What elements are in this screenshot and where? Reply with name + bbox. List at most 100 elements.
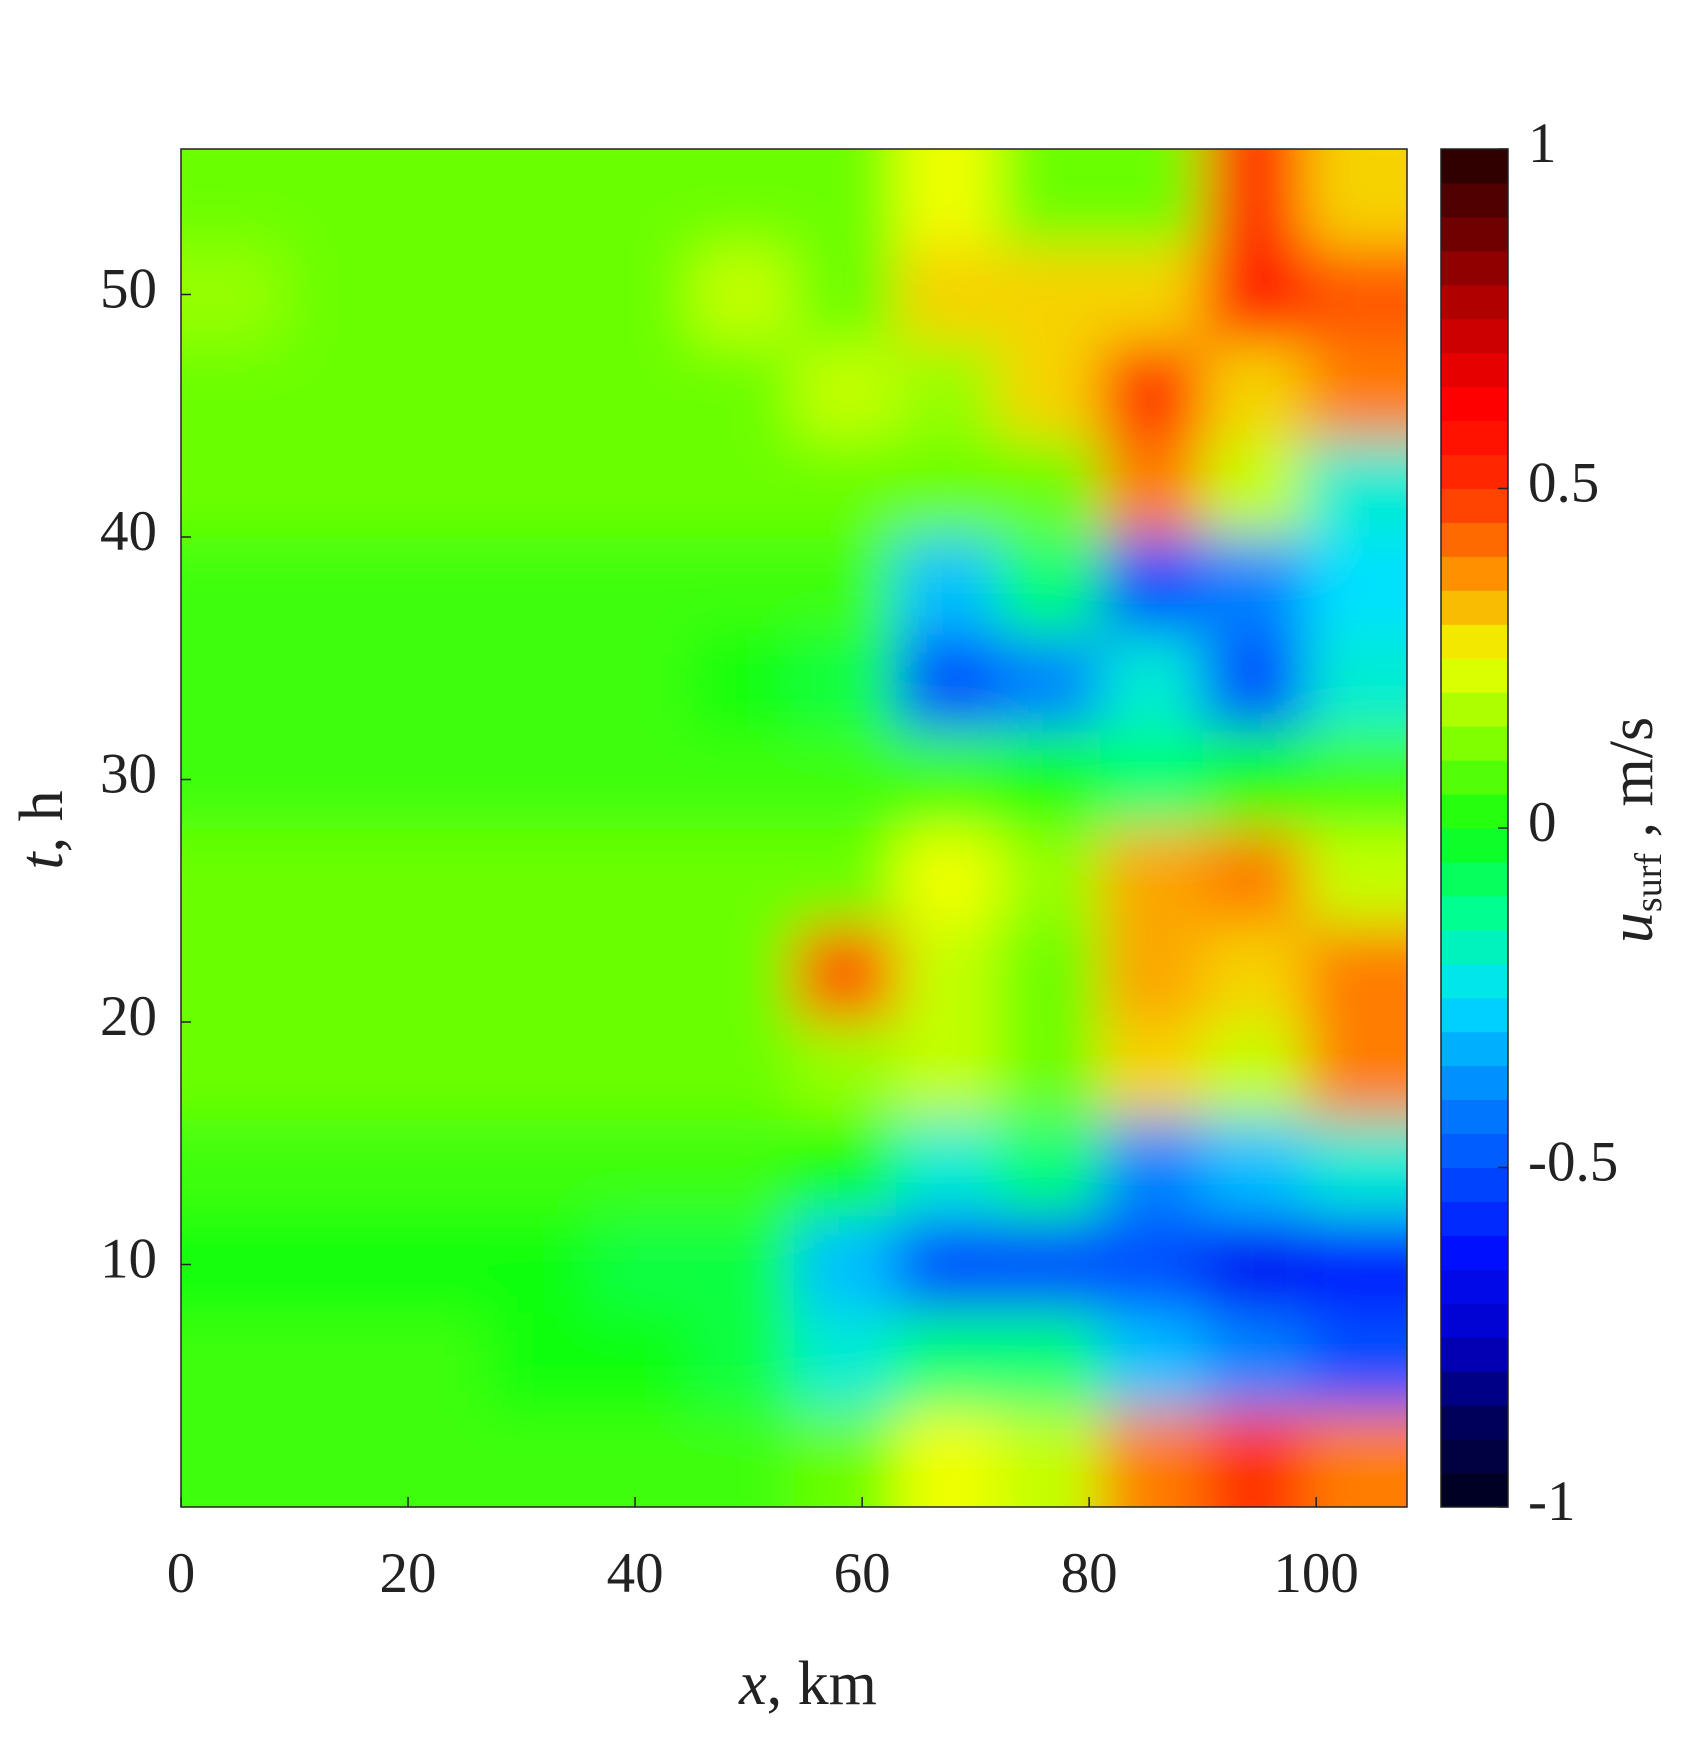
colorbar-level — [1441, 997, 1508, 1033]
heatmap-cell — [589, 1022, 693, 1120]
cbar-unit: , m/s — [1598, 717, 1666, 853]
heatmap-cell — [385, 343, 488, 441]
heatmap-cell — [691, 440, 795, 538]
colorbar-level — [1441, 861, 1508, 897]
heatmap-cell — [487, 537, 591, 635]
heatmap-cell — [794, 537, 897, 635]
heatmap-cell — [998, 828, 1101, 926]
y-symbol: t — [8, 851, 76, 870]
x-symbol: x — [738, 1650, 767, 1718]
colorbar-level — [1441, 386, 1508, 422]
heatmap-cell — [1304, 1022, 1407, 1120]
heatmap-cell — [1100, 634, 1204, 732]
heatmap-cell — [181, 731, 284, 829]
heatmap-cell — [181, 925, 284, 1023]
heatmap-cell — [1304, 1313, 1407, 1411]
heatmap-cell — [1202, 1216, 1306, 1314]
heatmap-cell — [1304, 828, 1407, 926]
heatmap-cell — [181, 828, 284, 926]
colorbar-level — [1441, 590, 1508, 625]
cbar-subscript: surf — [1628, 853, 1670, 912]
heatmap-cell — [794, 634, 897, 732]
heatmap-cell — [385, 1119, 488, 1217]
heatmap-cell — [998, 149, 1101, 247]
colorbar-level — [1441, 760, 1508, 795]
heatmap-cell — [896, 1216, 999, 1314]
heatmap-cell — [1202, 731, 1306, 829]
heatmap-cell — [385, 1022, 488, 1120]
heatmap-cell — [589, 440, 693, 538]
colorbar-level — [1441, 182, 1508, 218]
heatmap-cell — [998, 246, 1101, 344]
heatmap-cell — [589, 1216, 693, 1314]
y-tick-label: 20 — [100, 985, 157, 1048]
heatmap-cell — [896, 925, 999, 1023]
heatmap-cell — [589, 925, 693, 1023]
colorbar-level — [1441, 1439, 1508, 1474]
heatmap-cell — [691, 1410, 795, 1507]
heatmap-cell — [998, 1119, 1101, 1217]
colorbar-level — [1441, 1031, 1508, 1067]
heatmap-cell — [794, 343, 897, 441]
heatmap-cell — [487, 440, 591, 538]
heatmap-cell — [283, 1410, 386, 1507]
heatmap-cell — [181, 1119, 284, 1217]
colorbar-level — [1441, 250, 1508, 286]
heatmap-cell — [283, 1313, 386, 1411]
heatmap-cell — [794, 925, 897, 1023]
y-tick-label: 10 — [100, 1228, 157, 1291]
heatmap-cell — [1202, 440, 1306, 538]
heatmap-cell — [1304, 343, 1407, 441]
heatmap-cell — [794, 149, 897, 247]
heatmap-cell — [1100, 1313, 1204, 1411]
heatmap-cell — [487, 731, 591, 829]
colorbar-level — [1441, 556, 1508, 591]
heatmap-cell — [181, 246, 284, 344]
heatmap-cell — [589, 1410, 693, 1507]
y-tick-label: 30 — [100, 743, 157, 806]
heatmap-cell — [691, 1022, 795, 1120]
heatmap-cell — [589, 537, 693, 635]
colorbar-level — [1441, 522, 1508, 557]
x-tick-label: 40 — [607, 1542, 664, 1605]
heatmap-cell — [1100, 731, 1204, 829]
heatmap-cell — [487, 1216, 591, 1314]
heatmap-cell — [691, 537, 795, 635]
colorbar-tick-label: 0.5 — [1528, 452, 1599, 515]
heatmap-cell — [1202, 537, 1306, 635]
heatmap-cell — [181, 343, 284, 441]
heatmap-cell — [691, 1216, 795, 1314]
heatmap-cell — [896, 828, 999, 926]
colorbar-tick-label: 0 — [1528, 791, 1557, 854]
heatmap-cell — [1304, 149, 1407, 247]
heatmap-cell — [589, 1313, 693, 1411]
heatmap-cell — [283, 1022, 386, 1120]
heatmap-cell — [283, 246, 386, 344]
heatmap-cell — [589, 1119, 693, 1217]
heatmap-cell — [998, 343, 1101, 441]
colorbar-level — [1441, 726, 1508, 761]
heatmap-cell — [487, 1313, 591, 1411]
colorbar-level — [1441, 1167, 1508, 1202]
colorbar-tick-label: -0.5 — [1528, 1131, 1618, 1194]
heatmap-cell — [385, 440, 488, 538]
heatmap-cell — [181, 1410, 284, 1507]
heatmap-cell — [691, 828, 795, 926]
heatmap-cell — [1100, 440, 1204, 538]
heatmap-cell — [896, 1119, 999, 1217]
heatmap-cell — [283, 149, 386, 247]
heatmap-cell — [1202, 925, 1306, 1023]
heatmap-cell — [896, 440, 999, 538]
colorbar-level — [1441, 1065, 1508, 1101]
cbar-symbol: u — [1598, 912, 1666, 943]
colorbar-level — [1441, 420, 1508, 456]
heatmap-cell — [1304, 246, 1407, 344]
colorbar-level — [1441, 1405, 1508, 1440]
heatmap-cell — [181, 1216, 284, 1314]
heatmap-cell — [487, 1119, 591, 1217]
heatmap-cell — [691, 1119, 795, 1217]
colorbar-level — [1441, 318, 1508, 354]
heatmap-cell — [1202, 1022, 1306, 1120]
heatmap-cell — [283, 537, 386, 635]
